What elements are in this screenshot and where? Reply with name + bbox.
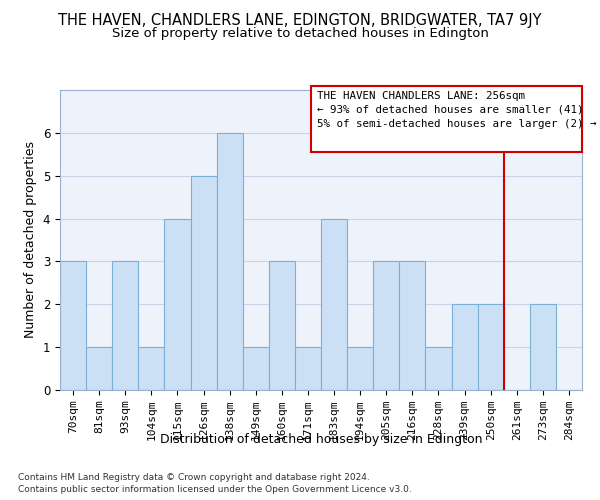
Text: THE HAVEN, CHANDLERS LANE, EDINGTON, BRIDGWATER, TA7 9JY: THE HAVEN, CHANDLERS LANE, EDINGTON, BRI… — [58, 12, 542, 28]
Text: Contains HM Land Registry data © Crown copyright and database right 2024.: Contains HM Land Registry data © Crown c… — [18, 472, 370, 482]
Text: Contains public sector information licensed under the Open Government Licence v3: Contains public sector information licen… — [18, 485, 412, 494]
Bar — [112, 262, 139, 390]
Bar — [400, 262, 425, 390]
Bar — [139, 347, 164, 390]
Text: Size of property relative to detached houses in Edington: Size of property relative to detached ho… — [112, 28, 488, 40]
Bar — [373, 262, 400, 390]
Bar — [295, 347, 321, 390]
Bar — [60, 262, 86, 390]
Bar — [425, 347, 452, 390]
Bar — [242, 347, 269, 390]
Bar — [164, 218, 191, 390]
Bar — [478, 304, 504, 390]
Bar — [191, 176, 217, 390]
Bar — [217, 133, 243, 390]
Text: Distribution of detached houses by size in Edington: Distribution of detached houses by size … — [160, 432, 482, 446]
Bar — [86, 347, 112, 390]
FancyBboxPatch shape — [311, 86, 582, 152]
Bar — [530, 304, 556, 390]
Y-axis label: Number of detached properties: Number of detached properties — [24, 142, 37, 338]
Bar — [269, 262, 295, 390]
Bar — [347, 347, 373, 390]
Bar — [321, 218, 347, 390]
Bar — [452, 304, 478, 390]
Text: THE HAVEN CHANDLERS LANE: 256sqm
← 93% of detached houses are smaller (41)
5% of: THE HAVEN CHANDLERS LANE: 256sqm ← 93% o… — [317, 91, 596, 129]
